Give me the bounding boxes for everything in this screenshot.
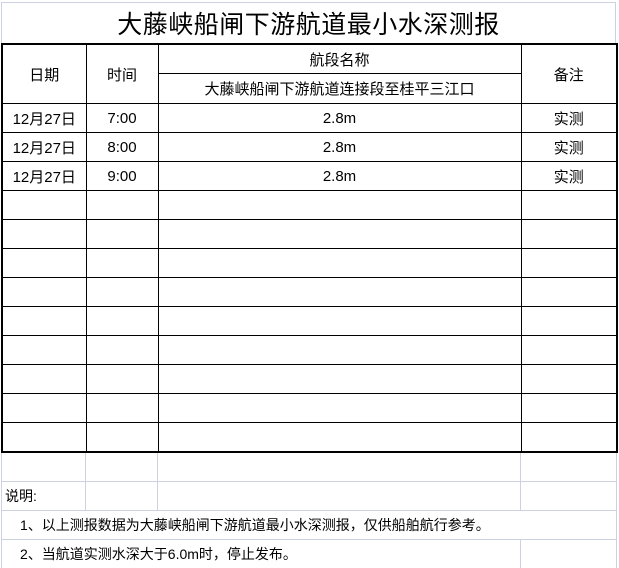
col-header-remark: 备注 — [520, 43, 618, 104]
col-header-time: 时间 — [85, 43, 159, 104]
empty-cell — [157, 453, 521, 482]
empty-cell — [157, 364, 522, 394]
cell-remark: 实测 — [520, 132, 618, 162]
empty-cell — [157, 335, 522, 365]
cell-depth: 2.8m — [157, 161, 522, 191]
empty-cell — [1, 219, 87, 249]
empty-row — [1, 422, 618, 453]
empty-row — [1, 393, 618, 423]
empty-cell — [520, 453, 617, 482]
notes-section: 说明: 1、以上测报数据为大藤峡船闸下游航道最小水深测报，仅供船舶航行参考。 2… — [1, 453, 617, 568]
empty-row — [1, 364, 618, 394]
cell-depth: 2.8m — [157, 132, 522, 162]
depth-report-table: 日期 时间 航段名称 备注 大藤峡船闸下游航道连接段至桂平三江口 12月27日 … — [1, 43, 618, 453]
empty-cell — [157, 393, 522, 423]
table-row: 12月27日 9:00 2.8m 实测 — [1, 161, 618, 191]
empty-cell — [1, 422, 87, 453]
table-body: 日期 时间 航段名称 备注 大藤峡船闸下游航道连接段至桂平三江口 12月27日 … — [1, 43, 618, 453]
empty-cell — [85, 248, 159, 278]
cell-date: 12月27日 — [1, 132, 87, 162]
note-item-2: 2、当航道实测水深大于6.0m时，停止发布。 — [1, 539, 521, 568]
empty-row — [1, 190, 618, 220]
section-name-header: 大藤峡船闸下游航道连接段至桂平三江口 — [157, 73, 522, 104]
cell-remark: 实测 — [520, 161, 618, 191]
cell-date: 12月27日 — [1, 161, 87, 191]
empty-cell — [1, 306, 87, 336]
note-item-1: 1、以上测报数据为大藤峡船闸下游航道最小水深测报，仅供船舶航行参考。 — [1, 510, 617, 540]
empty-cell — [520, 364, 618, 394]
empty-row — [1, 335, 618, 365]
empty-cell — [85, 481, 158, 511]
note-row-1: 1、以上测报数据为大藤峡船闸下游航道最小水深测报，仅供船舶航行参考。 — [1, 510, 617, 540]
empty-cell — [157, 190, 522, 220]
empty-cell — [157, 219, 522, 249]
empty-cell — [520, 306, 618, 336]
empty-cell — [157, 277, 522, 307]
note-row-2: 2、当航道实测水深大于6.0m时，停止发布。 — [1, 539, 617, 568]
empty-cell — [157, 248, 522, 278]
empty-cell — [520, 277, 618, 307]
empty-cell — [520, 219, 618, 249]
empty-cell — [1, 248, 87, 278]
notes-label-row: 说明: — [1, 481, 617, 511]
empty-cell — [1, 277, 87, 307]
empty-cell — [520, 481, 617, 511]
empty-cell — [1, 335, 87, 365]
empty-cell — [520, 422, 618, 453]
cell-date: 12月27日 — [1, 103, 87, 133]
empty-cell — [85, 364, 159, 394]
empty-cell — [520, 539, 617, 568]
empty-cell — [520, 248, 618, 278]
spacer-row — [1, 453, 617, 482]
empty-cell — [1, 190, 87, 220]
empty-cell — [520, 335, 618, 365]
col-header-section: 航段名称 — [157, 43, 522, 74]
empty-cell — [157, 422, 522, 453]
cell-remark: 实测 — [520, 103, 618, 133]
empty-cell — [85, 393, 159, 423]
empty-row — [1, 306, 618, 336]
empty-cell — [520, 393, 618, 423]
table-row: 12月27日 8:00 2.8m 实测 — [1, 132, 618, 162]
empty-cell — [85, 219, 159, 249]
empty-cell — [1, 364, 87, 394]
table-row: 12月27日 7:00 2.8m 实测 — [1, 103, 618, 133]
empty-cell — [85, 190, 159, 220]
empty-cell — [157, 306, 522, 336]
empty-cell — [1, 453, 86, 482]
empty-cell — [85, 335, 159, 365]
empty-row — [1, 248, 618, 278]
empty-cell — [157, 481, 521, 511]
header-row-2: 大藤峡船闸下游航道连接段至桂平三江口 — [2, 73, 617, 104]
empty-row — [1, 277, 618, 307]
cell-time: 8:00 — [85, 132, 159, 162]
empty-cell — [85, 306, 159, 336]
empty-cell — [1, 393, 87, 423]
header-row-1: 日期 时间 航段名称 备注 — [1, 43, 618, 104]
empty-cell — [85, 422, 159, 453]
cell-time: 9:00 — [85, 161, 159, 191]
notes-label: 说明: — [1, 481, 86, 511]
empty-cell — [520, 190, 618, 220]
empty-cell — [85, 453, 158, 482]
col-header-date: 日期 — [1, 43, 87, 104]
cell-depth: 2.8m — [157, 103, 522, 133]
cell-time: 7:00 — [85, 103, 159, 133]
report-title: 大藤峡船闸下游航道最小水深测报 — [1, 2, 616, 43]
empty-row — [1, 219, 618, 249]
empty-cell — [85, 277, 159, 307]
